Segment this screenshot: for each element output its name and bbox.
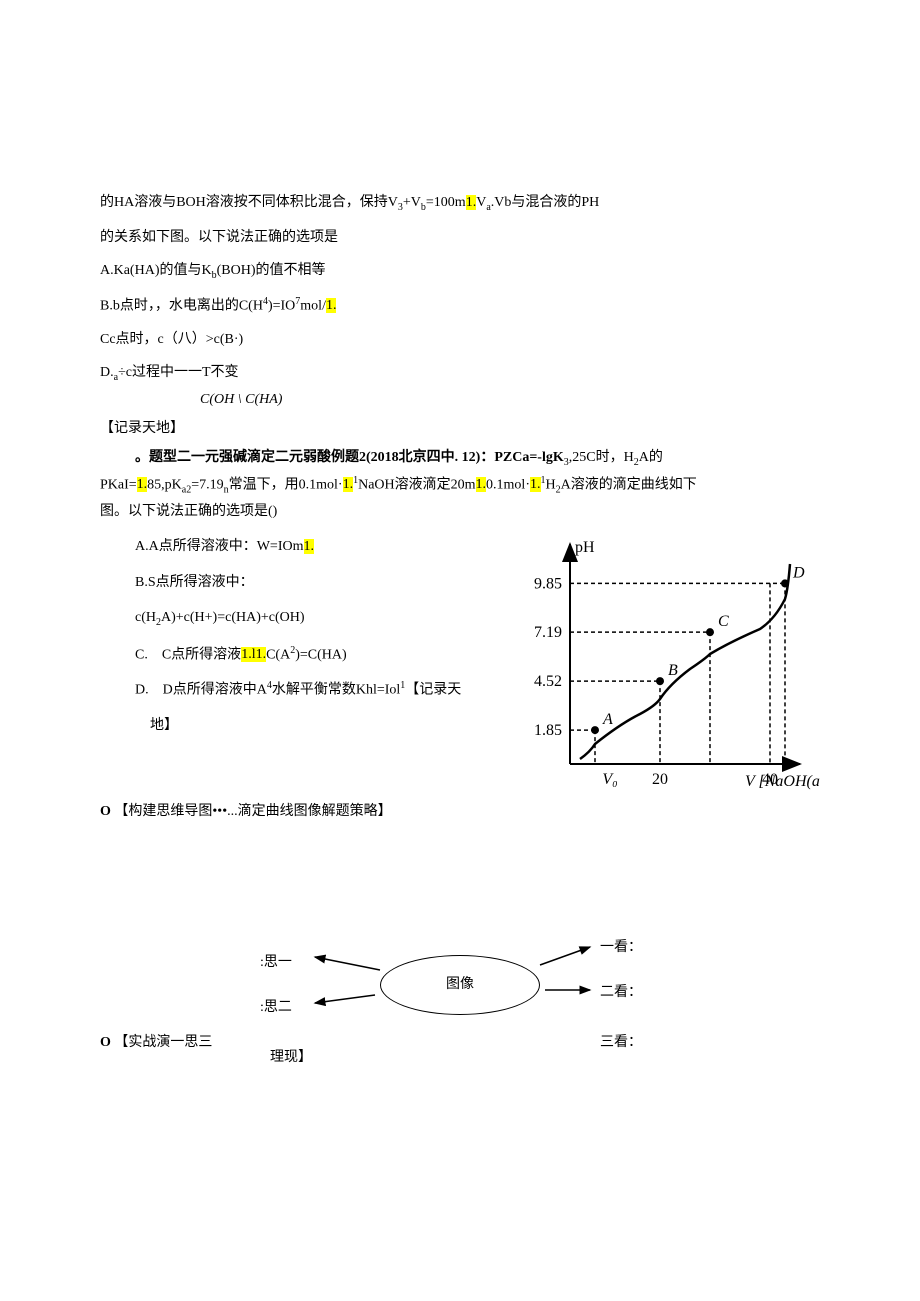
q2-line3: 图。以下说法正确的选项是() [100, 499, 820, 524]
svg-text:7.19: 7.19 [534, 625, 562, 642]
svg-text:C: C [718, 614, 729, 631]
q2-option-c: C. C点所得溶液1.l1.C(A2)=C(HA) [100, 642, 520, 668]
chart-text-row: A.A点所得溶液中：W=IOm1. B.S点所得溶液中： c(H2A)+c(H+… [100, 534, 820, 794]
highlight-text: 1. [466, 195, 477, 210]
svg-text:pH: pH [575, 539, 595, 556]
mind-map-diagram: 图像 :思一 :思二 一看： 二看： 三看： O 【实战演一思三 理现】 [100, 935, 820, 1075]
highlight-text: 1. [530, 477, 541, 492]
text: A溶液的滴定曲线如下 [561, 477, 697, 492]
text: 85,pK [147, 477, 182, 492]
svg-text:9.85: 9.85 [534, 576, 562, 593]
q2-line2: PKaI=1.85,pKa2=7.19n常温下，用0.1mol·1.1NaOH溶… [100, 472, 820, 499]
svg-text:20: 20 [652, 771, 668, 788]
text: .Vb与混合液的PH [491, 195, 600, 210]
highlight-text: 1. [137, 477, 148, 492]
bottom-row2: 理现】 [270, 1045, 312, 1070]
intro-line2: 的关系如下图。以下说法正确的选项是 [100, 225, 820, 250]
text: +V [403, 195, 421, 210]
text: ,25C时，H [569, 450, 634, 465]
svg-text:B: B [668, 663, 678, 680]
text: C. C点所得溶液 [135, 647, 241, 662]
q2-option-a: A.A点所得溶液中：W=IOm1. [100, 534, 520, 559]
text: c(H [135, 610, 156, 625]
svg-text:V [NaOH(aq)]/mL: V [NaOH(aq)]/mL [745, 773, 820, 790]
text: 常温下，用0.1mol· [229, 477, 343, 492]
svg-text:A: A [602, 712, 613, 729]
record-header-1: 【记录天地】 [100, 416, 820, 441]
bullet: O [100, 804, 111, 819]
text: )=C(HA) [295, 647, 346, 662]
text: 【实战演一思三 [114, 1035, 212, 1050]
svg-text:4.52: 4.52 [534, 674, 562, 691]
highlight-text: 1. [304, 539, 315, 554]
text: =100m [426, 195, 466, 210]
text: (BOH)的值不相等 [217, 263, 326, 278]
highlight-text: 1. [343, 477, 354, 492]
text: 的HA溶液与BOH溶液按不同体积比混合，保持V [100, 195, 398, 210]
text: ÷c过程中一一T不变 [118, 365, 238, 380]
text: C(A [266, 647, 290, 662]
q2-header: 。题型二一元强碱滴定二元弱酸例题2(2018北京四中. 12)：PZCa=-lg… [100, 445, 820, 472]
text: B.b点时，，水电离出的C(H [100, 298, 263, 313]
text: 。题型二一元强碱滴定二元弱酸例题2(2018北京四中. 12)：PZCa=-lg… [135, 450, 564, 465]
strategy-title: O 【构建思维导图•••...滴定曲线图像解题策略】 [100, 799, 820, 824]
text: A.Ka(HA)的值与K [100, 263, 212, 278]
option-b: B.b点时，，水电离出的C(H4)=IO7mol/1. [100, 293, 820, 319]
subscript: a2 [182, 484, 191, 495]
text: mol/ [300, 298, 326, 313]
svg-text:D: D [792, 565, 805, 582]
text: 水解平衡常数Khl=Iol [272, 683, 400, 698]
text: A的 [639, 450, 663, 465]
text: 【记录天 [405, 683, 461, 698]
q2-option-b: B.S点所得溶液中： [100, 570, 520, 595]
text: A)+c(H+)=c(HA)+c(OH) [161, 610, 305, 625]
text: D. D点所得溶液中A [135, 683, 267, 698]
intro-line1: 的HA溶液与BOH溶液按不同体积比混合，保持V3+Vb=100m1.Va.Vb与… [100, 190, 820, 217]
chart-svg: 1.854.527.199.85ABCDpHV₀2040V [NaOH(aq)]… [520, 534, 820, 794]
text: =7.19 [191, 477, 223, 492]
text: PKaI= [100, 477, 137, 492]
option-c: Cc点时，c（八）>c(B·) [100, 327, 820, 352]
titration-chart: 1.854.527.199.85ABCDpHV₀2040V [NaOH(aq)]… [520, 534, 820, 794]
text: NaOH溶液滴定20m [358, 477, 475, 492]
option-a: A.Ka(HA)的值与Kb(BOH)的值不相等 [100, 258, 820, 285]
q2-option-b2: c(H2A)+c(H+)=c(HA)+c(OH) [100, 605, 520, 632]
formula: C(OH \ C(HA) [200, 387, 282, 412]
text: 【构建思维导图•••...滴定曲线图像解题策略】 [114, 804, 391, 819]
text: V [476, 195, 486, 210]
text: 0.1mol· [486, 477, 530, 492]
highlight-text: 1.l1. [241, 647, 266, 662]
highlight-text: 1. [326, 298, 337, 313]
text: H [546, 477, 556, 492]
text: D. [100, 365, 114, 380]
svg-text:V₀: V₀ [602, 771, 617, 788]
text: )=IO [268, 298, 295, 313]
option-d: D.a÷c过程中一一T不变 [100, 360, 820, 387]
bullet: O [100, 1035, 111, 1050]
options-column: A.A点所得溶液中：W=IOm1. B.S点所得溶液中： c(H2A)+c(H+… [100, 534, 520, 748]
q2-record2b: 地】 [100, 713, 520, 738]
text: A.A点所得溶液中：W=IOm [135, 539, 304, 554]
svg-text:1.85: 1.85 [534, 723, 562, 740]
q2-option-d: D. D点所得溶液中A4水解平衡常数Khl=Iol1【记录天 [100, 677, 520, 703]
bottom-row: O 【实战演一思三 [100, 1030, 212, 1055]
highlight-text: 1. [476, 477, 487, 492]
